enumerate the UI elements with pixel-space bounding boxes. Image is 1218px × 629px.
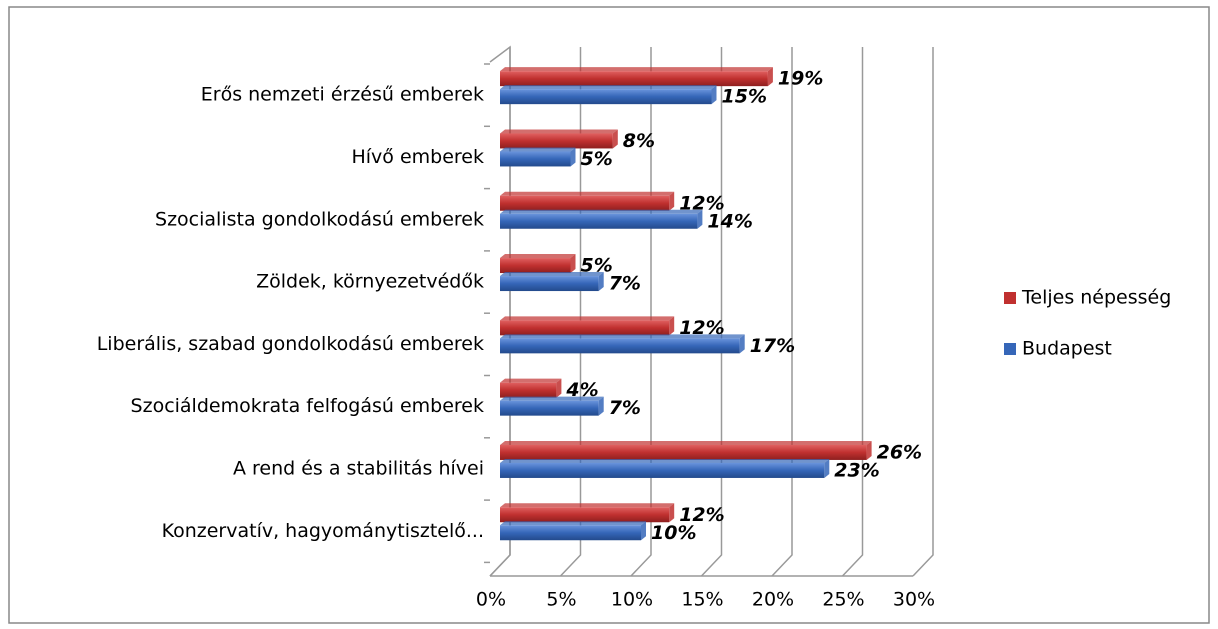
grid-line (841, 47, 864, 577)
bar-top (500, 440, 872, 445)
grid-line (912, 47, 934, 577)
bar (500, 338, 740, 354)
bar-top (500, 316, 675, 321)
bar-top (500, 209, 703, 214)
legend-label: Budapest (1022, 338, 1112, 360)
x-tick-label: 10% (611, 589, 653, 611)
legend-swatch (1004, 292, 1016, 304)
x-tick-label: 25% (822, 589, 864, 611)
bar-end (697, 209, 703, 229)
bar (500, 444, 867, 460)
bar-end (739, 334, 745, 354)
grid-line (630, 47, 652, 577)
y-tick-label: Erős nemzeti érzésű emberek (201, 84, 484, 106)
bar-end (556, 378, 562, 398)
value-label: 7% (609, 273, 641, 295)
legend-label: Teljes népesség (1021, 287, 1171, 309)
bar (500, 151, 571, 167)
bar-top (500, 254, 576, 259)
bar-top (500, 147, 576, 152)
value-label: 12% (679, 504, 724, 526)
side-wall (489, 45, 511, 577)
value-label: 12% (679, 192, 724, 214)
bar (500, 400, 599, 416)
value-label: 14% (707, 210, 752, 232)
bar (500, 133, 613, 149)
grid-line (771, 47, 793, 577)
value-label: 15% (722, 86, 767, 108)
x-tick-label: 0% (476, 589, 506, 611)
y-tick-label: Hívő emberek (351, 146, 484, 168)
bar-top (500, 458, 830, 463)
bar-end (711, 85, 717, 105)
bar-top (500, 85, 717, 90)
bar-top (500, 334, 745, 339)
value-label: 23% (834, 459, 879, 481)
x-tick-label: 20% (752, 589, 794, 611)
bar-end (669, 316, 675, 336)
value-label: 5% (581, 148, 613, 170)
bar-end (669, 503, 675, 523)
bar (500, 258, 571, 274)
y-tick-label: Konzervatív, hagyománytisztelő... (162, 520, 484, 542)
bar-top (500, 191, 675, 196)
bar-end (570, 147, 576, 167)
y-tick-label: A rend és a stabilitás hívei (233, 457, 484, 479)
y-tick-label: Szociáldemokrata felfogású emberek (131, 395, 484, 417)
frame (8, 6, 1210, 624)
bar-top (500, 129, 618, 134)
bar (500, 276, 599, 292)
bar (500, 507, 670, 523)
grid-line (559, 47, 582, 577)
value-label: 19% (778, 68, 823, 90)
bar-top (500, 503, 675, 508)
grid-line (489, 47, 511, 577)
bar (500, 71, 768, 87)
legend-swatch (1004, 343, 1016, 355)
bar (500, 213, 698, 229)
grid-line (700, 47, 723, 577)
bar (500, 525, 641, 541)
bar-end (598, 272, 604, 292)
value-label: 26% (877, 441, 922, 463)
bar-end (824, 458, 830, 478)
x-tick-label: 15% (681, 589, 723, 611)
bar-top (500, 272, 604, 277)
y-tick-label: Szocialista gondolkodású emberek (155, 208, 484, 230)
value-label: 7% (609, 397, 641, 419)
bar-top (500, 396, 604, 401)
bar-top (500, 521, 646, 526)
value-label: 5% (581, 255, 613, 277)
bar-top (500, 378, 562, 383)
bar (500, 462, 825, 478)
value-label: 8% (623, 130, 655, 152)
bar-end (767, 67, 773, 87)
bar (500, 382, 557, 398)
bar-top (500, 67, 773, 72)
bar-end (641, 521, 646, 541)
bar-end (570, 254, 576, 274)
bar-end (866, 440, 872, 460)
bar-end (669, 191, 675, 211)
value-label: 17% (750, 335, 795, 357)
bar-end (612, 129, 618, 149)
x-tick-label: 5% (546, 589, 576, 611)
bar (500, 89, 712, 105)
bar (500, 320, 670, 336)
y-tick-label: Liberális, szabad gondolkodású emberek (97, 333, 484, 355)
value-label: 10% (651, 522, 696, 544)
bar (500, 195, 670, 211)
bar-end (598, 396, 604, 416)
x-tick-label: 30% (893, 589, 935, 611)
value-label: 4% (565, 379, 598, 401)
value-label: 12% (679, 317, 724, 339)
y-tick-label: Zöldek, környezetvédők (256, 271, 484, 293)
